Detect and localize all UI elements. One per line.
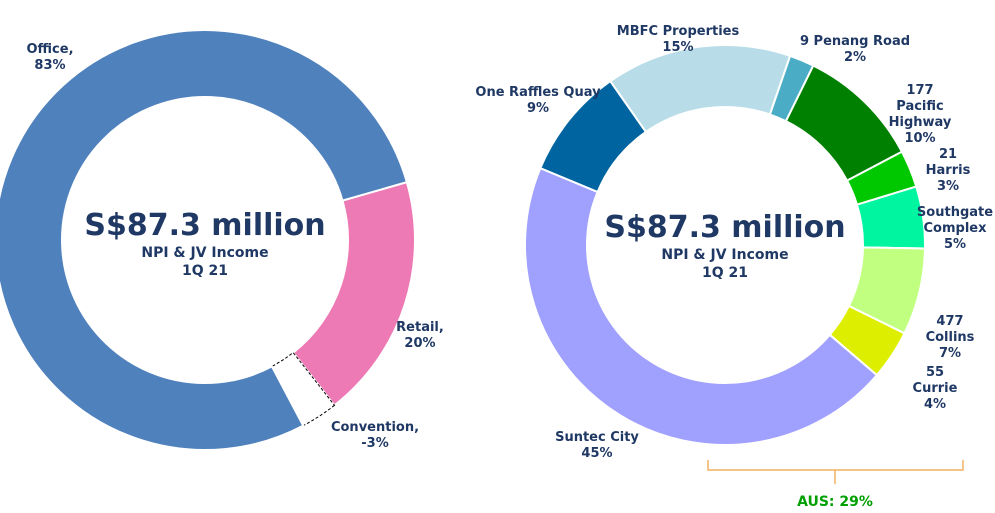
slice-name: 55 Currie: [912, 365, 958, 396]
slice-label: Office, 83%: [26, 42, 73, 74]
slice-label: 177 Pacific Highway 10%: [883, 83, 958, 147]
slice-name: MBFC Properties: [616, 24, 740, 39]
slice-value: -3%: [361, 436, 389, 451]
center-text: S$87.3 million NPI & JV Income 1Q 21: [84, 208, 325, 280]
slice-value: 7%: [938, 346, 962, 361]
slice-label: MBFC Properties 15%: [617, 24, 739, 56]
center-subtitle: NPI & JV Income: [141, 245, 269, 261]
slice-name: Southgate Complex: [916, 205, 994, 236]
slice-label: 477 Collins 7%: [926, 314, 975, 362]
donut-slice: [0, 29, 409, 451]
slice-value: 20%: [404, 336, 436, 351]
slice-label: Southgate Complex 5%: [917, 205, 993, 253]
center-period: 1Q 21: [702, 265, 748, 281]
center-title: S$87.3 million: [84, 208, 326, 243]
slice-name: 477 Collins: [925, 314, 975, 345]
slice-value: 4%: [923, 397, 947, 412]
slice-name: Suntec City: [555, 430, 639, 445]
annotation: AUS: 29%: [797, 494, 873, 510]
slice-label: 21 Harris 3%: [925, 147, 972, 195]
center-period: 1Q 21: [182, 263, 228, 279]
slice-value: 83%: [34, 58, 66, 73]
slice-value: 2%: [843, 50, 867, 65]
slice-value: 45%: [581, 446, 613, 461]
slice-label: Suntec City 45%: [555, 430, 639, 462]
donut-slice: [539, 79, 648, 194]
slice-label: 55 Currie 4%: [905, 365, 965, 413]
slice-name: Retail,: [396, 320, 444, 335]
slice-value: 5%: [943, 237, 967, 252]
slice-label: Convention, -3%: [331, 420, 419, 452]
slice-label: One Raffles Quay 9%: [475, 85, 600, 117]
slice-value: 15%: [662, 40, 694, 55]
center-text: S$87.3 million NPI & JV Income 1Q 21: [604, 210, 845, 282]
center-subtitle: NPI & JV Income: [661, 247, 789, 263]
donut-slice: [271, 351, 336, 427]
slice-name: Office,: [26, 42, 74, 57]
slice-name: 9 Penang Road: [799, 34, 911, 49]
slice-value: 10%: [904, 131, 936, 146]
slice-value: 3%: [936, 179, 960, 194]
slice-label: Retail, 20%: [396, 320, 444, 352]
slice-name: 21 Harris: [925, 147, 971, 178]
slice-name: Convention,: [330, 420, 420, 435]
slice-name: One Raffles Quay: [475, 85, 601, 100]
slice-label: 9 Penang Road 2%: [800, 34, 910, 66]
slice-name: 177 Pacific Highway: [888, 83, 952, 130]
donut-slice: [524, 166, 879, 446]
aus-bracket: [707, 460, 964, 484]
slice-value: 9%: [526, 101, 550, 116]
center-title: S$87.3 million: [604, 210, 846, 245]
